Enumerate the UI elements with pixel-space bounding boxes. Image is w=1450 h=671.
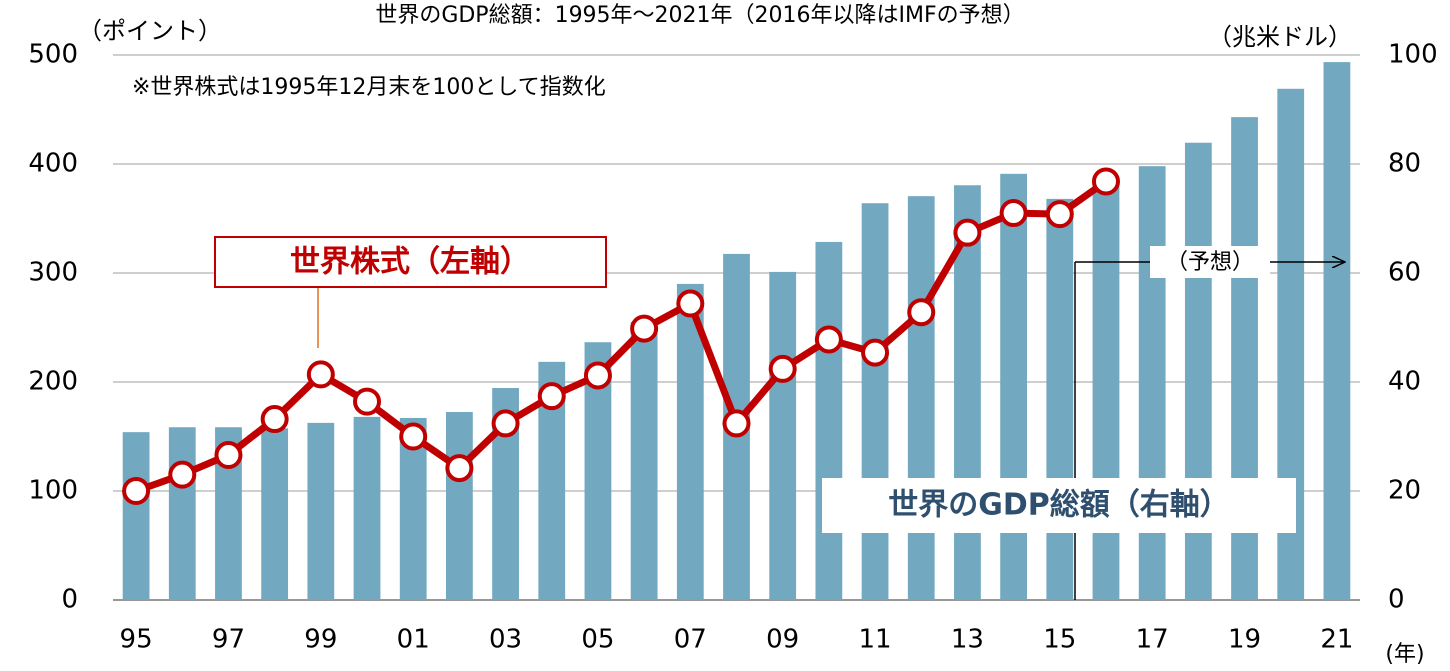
bar [1323, 62, 1351, 600]
note: ※世界株式は1995年12月末を100として指数化 [132, 75, 606, 100]
marker [122, 477, 151, 505]
stock-label: 世界株式（左軸） [290, 245, 530, 280]
bar [815, 241, 843, 600]
line [134, 178, 1109, 495]
y2-tick-label: 80 [1388, 149, 1421, 179]
y2-tick-label: 20 [1388, 476, 1421, 506]
x-tick-label: 21 [1320, 625, 1353, 655]
x-tick-label: 95 [120, 625, 153, 655]
marker [583, 361, 612, 390]
y2-tick-label: 40 [1388, 367, 1421, 397]
marker [537, 382, 566, 411]
marker [861, 338, 890, 367]
forecast-label: （予想） [1166, 250, 1254, 275]
y2-tick-label: 60 [1388, 258, 1421, 288]
label-bg [1150, 246, 1270, 278]
label-bg [822, 478, 1296, 533]
y2-tick-label: 100 [1388, 40, 1438, 70]
marker [953, 218, 982, 247]
marker [306, 360, 335, 389]
x-tick-label: 15 [1043, 625, 1076, 655]
bar [1000, 173, 1028, 600]
x-tick-label: 19 [1228, 625, 1261, 655]
bar [307, 422, 335, 600]
bar [630, 322, 658, 600]
x-tick-label: 03 [489, 625, 522, 655]
marker [1045, 200, 1074, 229]
marker [491, 409, 520, 438]
marker [907, 298, 936, 327]
x-tick-label: 09 [766, 625, 799, 655]
x-tick-label: 05 [581, 625, 614, 655]
bar [769, 271, 797, 600]
marker [814, 325, 843, 354]
gdp-label: 世界のGDP総額（右軸） [888, 488, 1230, 523]
y-tick-label: 0 [61, 585, 78, 615]
bar [261, 428, 289, 600]
y-tick-label: 500 [28, 40, 78, 70]
marker [768, 354, 797, 383]
x-tick-label: 01 [397, 625, 430, 655]
y2-tick-label: 0 [1388, 585, 1405, 615]
marker [630, 314, 659, 343]
marker [1091, 167, 1120, 196]
marker [353, 387, 382, 416]
marker [999, 199, 1028, 228]
y-tick-label: 300 [28, 258, 78, 288]
bar [676, 283, 704, 600]
y-tick-label: 100 [28, 476, 78, 506]
bar [122, 432, 150, 600]
marker [214, 441, 243, 470]
bar [353, 416, 381, 600]
x-tick-label: 17 [1136, 625, 1169, 655]
y2-axis-label: （兆米ドル） [1208, 23, 1352, 51]
marker [399, 422, 428, 451]
x-axis-label: (年) [1385, 642, 1424, 667]
marker [260, 405, 289, 434]
y-tick-label: 200 [28, 367, 78, 397]
label-box [214, 236, 607, 288]
bar [861, 203, 889, 601]
x-tick-label: 11 [859, 625, 892, 655]
chart-title: 世界のGDP総額：1995年～2021年（2016年以降はIMFの予想） [375, 3, 1024, 28]
x-tick-label: 97 [212, 625, 245, 655]
y-tick-label: 400 [28, 149, 78, 179]
marker [445, 454, 474, 483]
bar [168, 427, 196, 600]
marker [676, 289, 705, 318]
y-axis-label: （ポイント） [78, 17, 222, 45]
bar [1138, 166, 1166, 600]
bar [907, 196, 935, 600]
x-tick-label: 07 [674, 625, 707, 655]
x-tick-label: 99 [304, 625, 337, 655]
x-tick-label: 13 [951, 625, 984, 655]
marker [722, 409, 751, 438]
bar [1046, 198, 1074, 600]
bar [1092, 185, 1120, 601]
bar [445, 411, 473, 600]
marker [168, 460, 197, 489]
